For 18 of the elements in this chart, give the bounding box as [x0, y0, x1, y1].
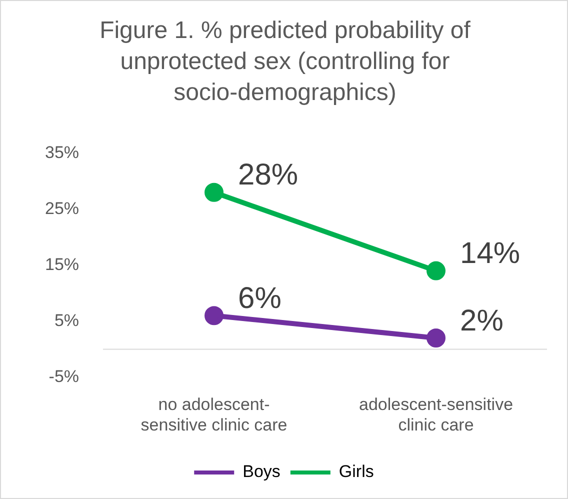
- y-tick-label: 35%: [44, 142, 80, 162]
- point: [426, 261, 446, 280]
- data-label: 14%: [460, 237, 520, 270]
- data-label: 28%: [238, 158, 298, 192]
- x-tick-label: adolescent-sensitive clinic care: [358, 395, 514, 434]
- legend-label: Boys: [242, 462, 280, 482]
- chart-title: Figure 1. % predicted probability of unprotected sex (controlling for socio-demographics): [98, 16, 472, 108]
- point: [204, 182, 224, 202]
- legend-label: Girls: [338, 462, 374, 482]
- y-tick-label: -5%: [48, 366, 80, 386]
- data-label: 2%: [460, 304, 504, 338]
- y-tick-label: 15%: [44, 254, 80, 274]
- data-label: 6%: [238, 282, 282, 315]
- y-tick-label: 25%: [44, 198, 80, 218]
- point: [426, 328, 446, 348]
- point: [204, 306, 224, 326]
- x-tick-label: no adolescent-sensitive clinic care: [140, 395, 288, 434]
- y-tick-label: 5%: [54, 310, 80, 330]
